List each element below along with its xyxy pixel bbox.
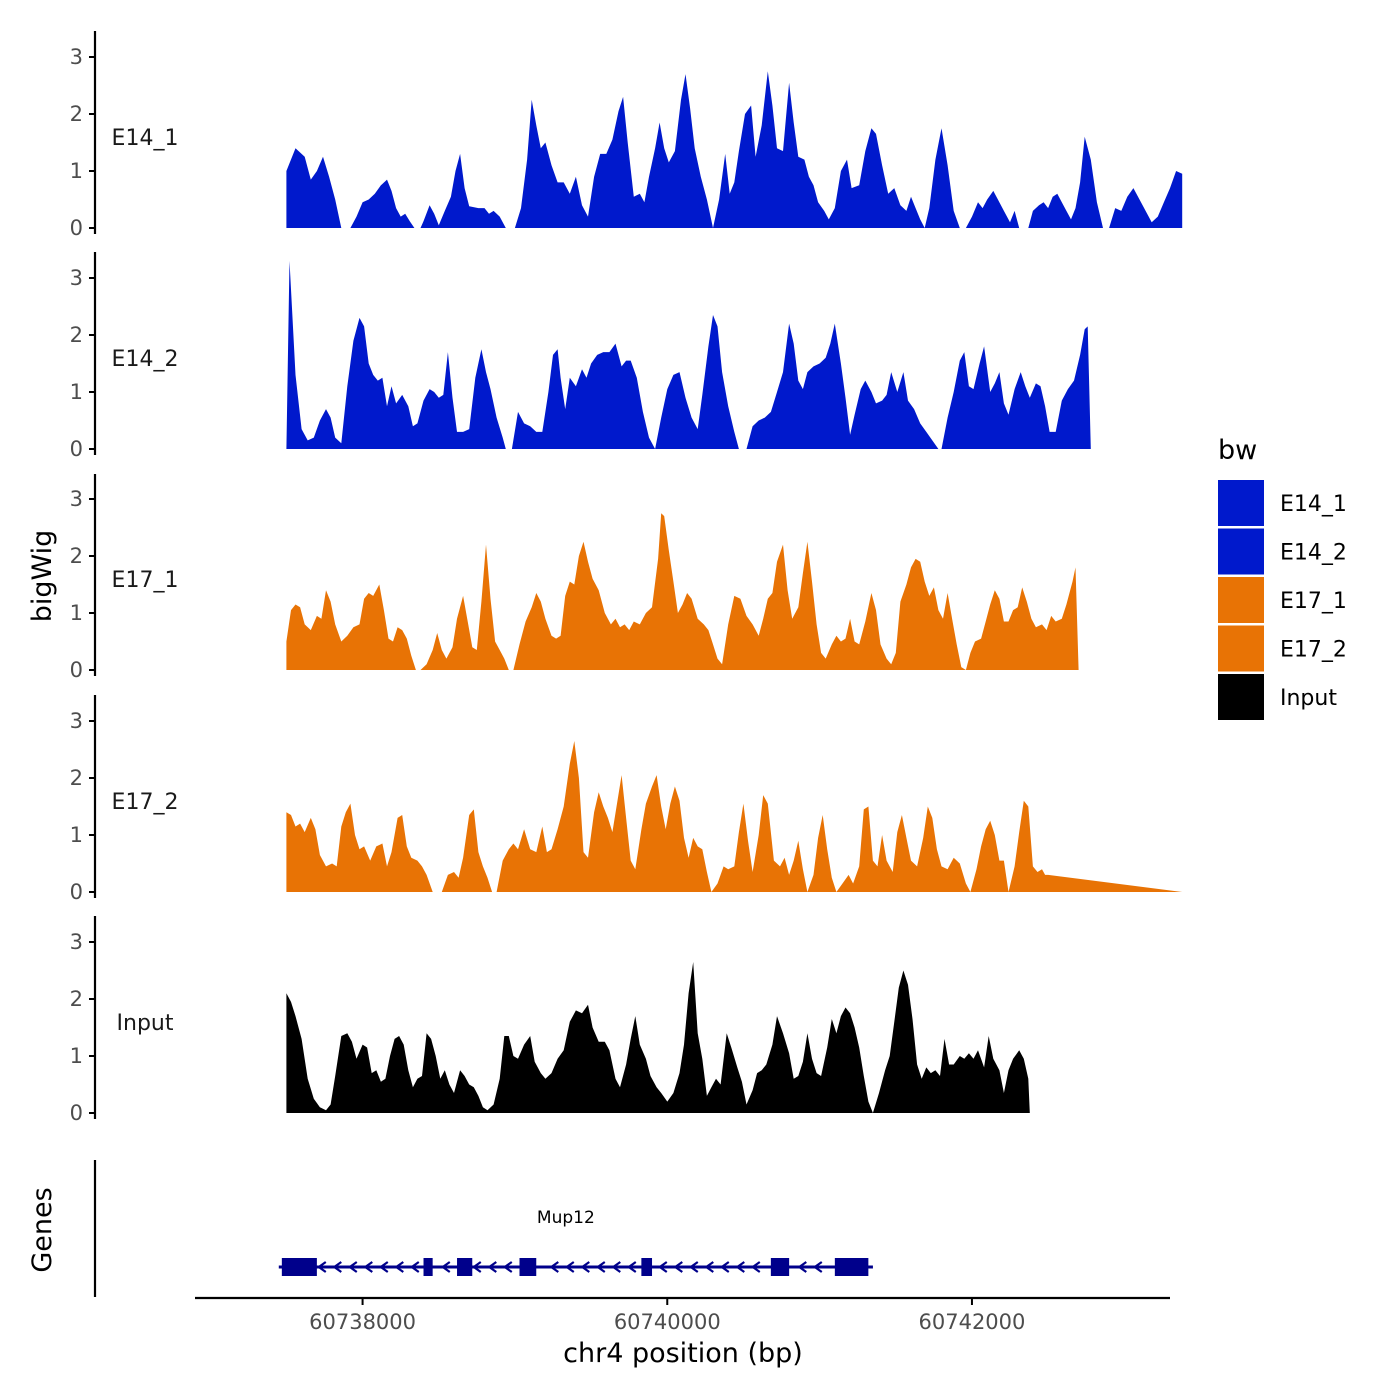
track-E14_2: 0 1 2 3 E14_2	[70, 252, 1183, 461]
legend-label: E17_1	[1280, 589, 1347, 614]
strand-arrow	[611, 1261, 621, 1273]
x-tick-label: 60738000	[309, 1310, 416, 1334]
track-E17_2: 0 1 2 3 E17_2	[70, 695, 1183, 904]
y-tick-label: 2	[70, 766, 83, 790]
gene-exon	[423, 1258, 433, 1276]
coverage-area-E14_2	[286, 260, 1183, 449]
strand-arrow	[688, 1261, 699, 1273]
strand-arrow	[316, 1261, 327, 1273]
strand-arrow	[347, 1261, 358, 1273]
y-tick-label: 1	[70, 159, 83, 183]
gene-name-label: Mup12	[537, 1208, 595, 1228]
x-axis-title: chr4 position (bp)	[563, 1338, 803, 1369]
y-tick-label: 1	[70, 1044, 83, 1068]
strand-arrow	[394, 1261, 404, 1273]
y-tick-label: 3	[70, 709, 83, 733]
strand-arrow	[719, 1261, 730, 1273]
legend-entry: E14_2	[1218, 528, 1347, 575]
x-axis: 60738000 60740000 60742000 chr4 position (…	[195, 1296, 1170, 1369]
coverage-area-E14_1	[286, 71, 1183, 228]
legend-swatch	[1218, 674, 1264, 720]
legend-entry: Input	[1218, 674, 1337, 720]
y-tick-label: 3	[70, 45, 83, 69]
legend-swatch	[1218, 577, 1264, 623]
y-tick-label: 2	[70, 987, 83, 1011]
x-axis-ticks: 60738000 60740000 60742000	[309, 1298, 1025, 1334]
strand-arrow	[502, 1261, 513, 1273]
strand-arrow	[471, 1261, 482, 1273]
y-tick-label: 2	[70, 102, 83, 126]
y-tick-label: 3	[70, 487, 83, 511]
coverage-area-Input	[286, 962, 1183, 1113]
legend-entries: E14_1 E14_2 E17_1 E17_2 Input	[1218, 480, 1347, 720]
gene-exon	[457, 1258, 473, 1276]
legend-entry: E17_1	[1218, 577, 1347, 623]
legend-swatch	[1218, 480, 1264, 526]
strand-arrow	[735, 1261, 745, 1273]
strand-arrow	[580, 1261, 590, 1273]
strand-arrow	[363, 1261, 373, 1273]
strand-arrow	[797, 1261, 807, 1273]
strand-arrow	[626, 1261, 637, 1273]
y-tick-label: 0	[70, 880, 83, 904]
y-tick-label: 1	[70, 823, 83, 847]
gene-exon	[770, 1258, 790, 1276]
track-label: Input	[117, 1011, 174, 1036]
legend-entry: E14_1	[1218, 480, 1347, 526]
gene-exon	[281, 1258, 317, 1276]
legend-label: E14_2	[1280, 541, 1347, 566]
legend-entry: E17_2	[1218, 625, 1347, 672]
legend-title: bw	[1218, 435, 1257, 466]
legend-label: E14_1	[1280, 492, 1347, 517]
strand-arrow	[673, 1261, 683, 1273]
legend-swatch	[1218, 625, 1264, 672]
bigwig-tracks: 0 1 2 3 E14_1 0 1 2 3 E14_2 0 1 2 3 E17_1 0 1 2 3 E17_2 0 1 2 3…	[70, 31, 1183, 1125]
coverage-area-E17_2	[286, 741, 1183, 892]
y-tick-label: 1	[70, 601, 83, 625]
legend-label: Input	[1280, 686, 1337, 711]
legend-swatch	[1218, 528, 1264, 575]
track-E17_1: 0 1 2 3 E17_1	[70, 474, 1183, 682]
coverage-area-E17_1	[286, 513, 1183, 670]
y-tick-label: 0	[70, 437, 83, 461]
strand-arrow	[332, 1261, 342, 1273]
track-Input: 0 1 2 3 Input	[70, 916, 1183, 1125]
strand-arrow	[409, 1261, 420, 1273]
y-tick-label: 0	[70, 1101, 83, 1125]
y-axis-title: bigWig	[27, 530, 58, 623]
gene-model: Mup12	[278, 1208, 873, 1276]
track-label: E17_1	[112, 568, 179, 593]
x-tick-label: 60742000	[919, 1310, 1026, 1334]
strand-arrow	[378, 1261, 389, 1273]
gene-exon	[641, 1258, 653, 1276]
y-tick-label: 3	[70, 930, 83, 954]
strand-arrow	[812, 1261, 823, 1273]
gene-exon	[834, 1258, 869, 1276]
strand-arrow	[750, 1261, 761, 1273]
track-label: E17_2	[112, 790, 179, 815]
gene-exon	[519, 1258, 537, 1276]
genes-axis-title: Genes	[27, 1187, 58, 1272]
y-tick-label: 2	[70, 544, 83, 568]
strand-arrow	[487, 1261, 497, 1273]
strand-arrow	[549, 1261, 559, 1273]
strand-arrow	[657, 1261, 668, 1273]
legend: bw E14_1 E14_2 E17_1 E17_2 Input	[1218, 435, 1347, 720]
y-tick-label: 0	[70, 658, 83, 682]
y-tick-label: 2	[70, 323, 83, 347]
strand-arrow	[440, 1261, 451, 1273]
track-label: E14_2	[112, 347, 179, 372]
y-tick-label: 1	[70, 380, 83, 404]
strand-arrow	[595, 1261, 606, 1273]
y-tick-label: 0	[70, 216, 83, 240]
legend-label: E17_2	[1280, 638, 1347, 663]
strand-arrow	[704, 1261, 714, 1273]
genes-panel: Genes Mup12	[27, 1160, 873, 1297]
y-tick-label: 3	[70, 266, 83, 290]
track-E14_1: 0 1 2 3 E14_1	[70, 31, 1183, 240]
track-label: E14_1	[112, 126, 179, 151]
x-tick-label: 60740000	[614, 1310, 721, 1334]
strand-arrow	[564, 1261, 575, 1273]
